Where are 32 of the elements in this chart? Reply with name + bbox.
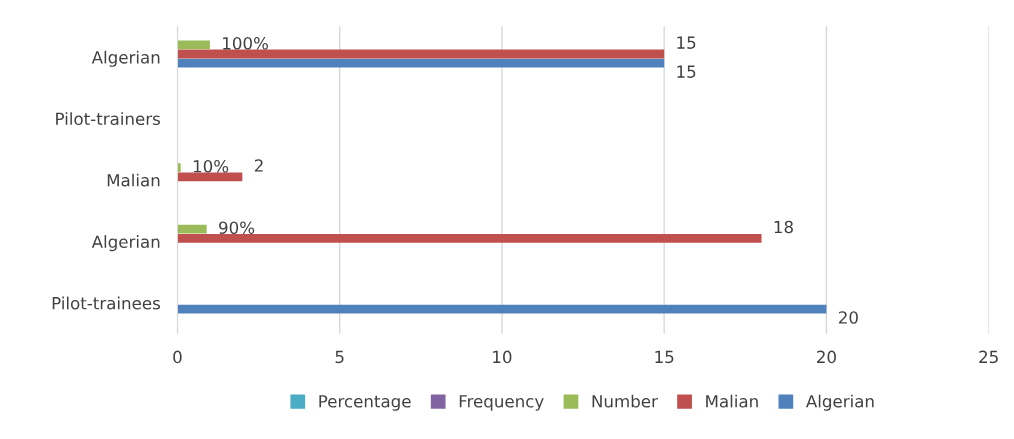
bar [177, 58, 665, 68]
legend-label: Number [592, 394, 658, 408]
y-tick-label: Pilot-trainees [52, 296, 160, 310]
legend-label: Frequency [459, 395, 544, 411]
bar [177, 234, 762, 243]
x-tick-label: 10 [493, 350, 512, 364]
x-tick-label: 5 [335, 350, 344, 364]
legend-label: Algerian [806, 394, 874, 411]
bar [177, 224, 207, 234]
data-label: 90% [219, 221, 255, 234]
bar [177, 40, 210, 50]
bar [177, 172, 243, 182]
data-label: 20 [838, 311, 858, 324]
bar [177, 49, 665, 59]
x-tick-label: 25 [979, 350, 998, 364]
x-tick-label: 0 [173, 350, 182, 364]
x-tick-label: 15 [655, 350, 674, 364]
x-tick-label: 20 [817, 350, 836, 364]
data-label: 15 [677, 65, 696, 78]
data-label: 100% [223, 37, 268, 50]
legend-label: Malian [706, 394, 758, 408]
data-label: 18 [774, 220, 793, 234]
y-tick-label: Algerian [91, 50, 160, 67]
y-tick-label: Malian [107, 173, 160, 187]
data-label: 10% [193, 159, 229, 173]
bar [177, 304, 827, 314]
bar [177, 163, 181, 173]
data-label: 15 [677, 36, 696, 49]
data-label: 2 [254, 159, 263, 172]
y-tick-label: Algerian [91, 235, 160, 252]
legend-label: Percentage [319, 395, 411, 411]
y-tick-label: Pilot-trainers [56, 112, 160, 126]
